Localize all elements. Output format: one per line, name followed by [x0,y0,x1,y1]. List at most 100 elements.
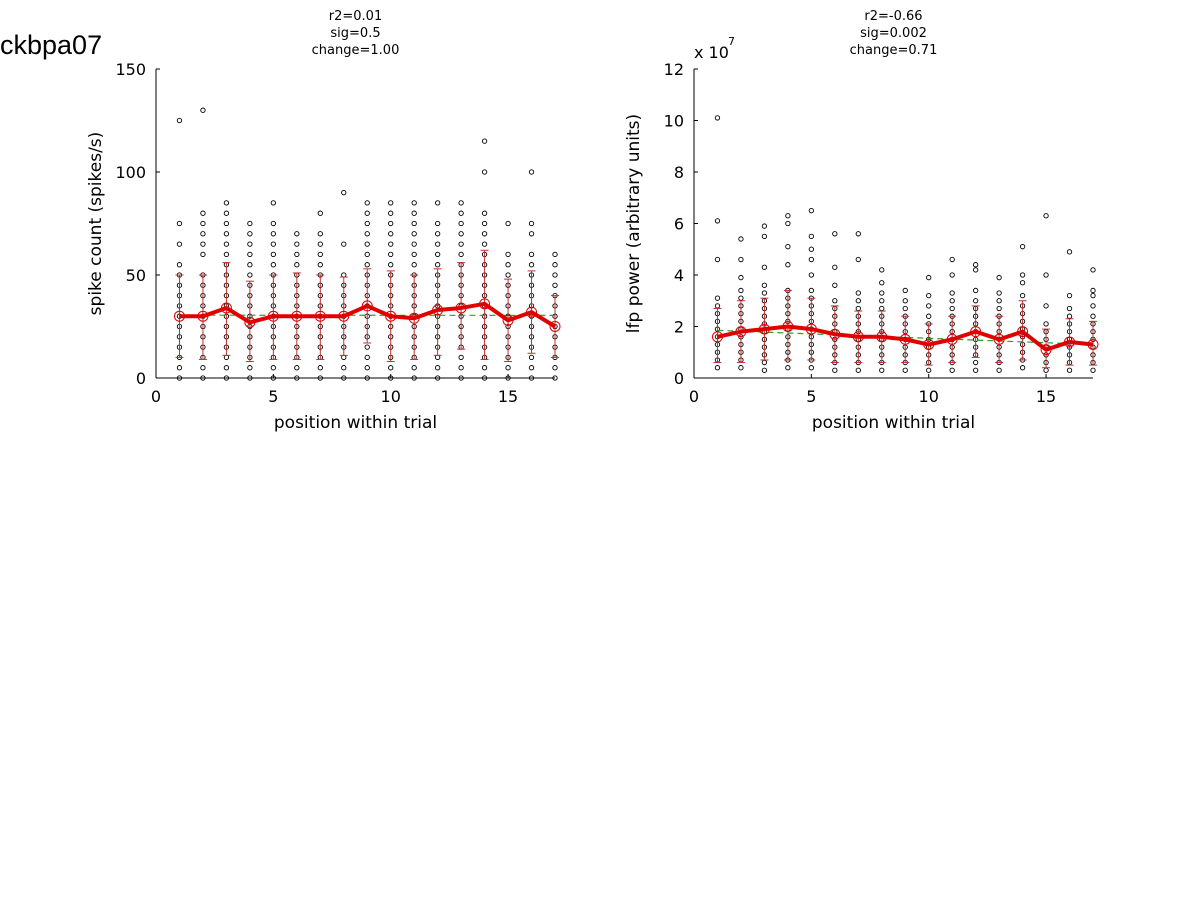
data-point [785,244,791,250]
data-point [528,169,535,175]
data-point [808,256,815,263]
data-point [528,220,535,227]
data-point [341,375,347,381]
x-tick-label: 15 [1036,387,1056,406]
data-point [364,375,370,381]
x-tick-label: 15 [498,387,518,406]
data-point [1066,292,1073,299]
x-tick-label: 10 [919,387,939,406]
data-point [761,290,768,296]
data-point [364,262,370,268]
data-point [317,210,323,216]
data-point [996,290,1002,296]
data-point [176,375,183,381]
data-point [434,200,441,206]
mean-marker [432,304,444,316]
data-point [1019,244,1026,250]
data-point [247,231,253,237]
data-point [714,303,721,309]
data-point [738,256,744,263]
data-point [434,262,441,268]
data-point [411,220,417,227]
x-tick-label: 5 [268,387,278,406]
data-point [411,241,417,247]
data-point [458,375,464,381]
mean-marker [923,339,935,351]
mean-marker [173,310,185,322]
mean-marker [479,298,491,310]
chart-title-line: r2=0.01 [329,9,382,24]
data-point [176,117,183,124]
data-point [879,267,885,273]
data-point [972,267,979,273]
data-point [505,365,511,371]
chart-panel-lfp-power: r2=-0.66 sig=0.002 change=0.71 0 5 10 15 0 2 4 6 8 1… [624,9,1099,433]
data-point [855,305,861,312]
data-point [528,354,535,361]
data-point [388,251,394,258]
data-point [972,298,979,304]
data-point [949,298,955,304]
data-point [317,375,323,381]
chart-title-line: sig=0.5 [330,26,380,41]
data-point [1066,367,1073,373]
data-point [761,233,768,240]
data-point [1043,303,1049,309]
mean-line [717,324,1094,352]
data-point [808,233,815,240]
data-point [294,241,300,247]
data-point [270,241,277,247]
data-point [528,262,535,268]
data-point [458,354,464,361]
mean-marker [526,306,538,318]
data-point [247,220,253,227]
data-point [341,189,347,196]
data-point [411,375,417,381]
data-point [902,298,908,304]
data-point [270,251,277,258]
data-point [364,365,370,371]
data-point [364,241,370,247]
data-point [388,365,394,371]
regression-fit-line [717,329,1094,346]
data-point [926,303,932,309]
data-point [434,231,441,237]
data-point [785,220,791,227]
mean-marker [829,328,841,340]
data-point [481,375,488,381]
data-point [972,359,979,366]
data-point [176,262,183,268]
data-point [1043,367,1049,373]
data-point [926,313,932,319]
data-point [926,367,932,373]
data-point [761,367,768,373]
data-point [411,210,417,216]
data-point [1043,321,1049,327]
data-point [832,367,838,373]
page-title: ckbpa07 [0,30,103,60]
data-point [505,262,511,268]
data-point [317,241,323,247]
data-point [761,359,768,366]
data-point [200,251,206,258]
data-point [552,251,558,258]
data-point [738,274,744,281]
data-point [176,365,183,371]
data-point [902,305,908,312]
data-point [761,264,768,270]
data-point [317,251,323,258]
data-point [1019,292,1026,299]
data-point [761,282,768,288]
data-point [902,287,908,294]
data-point [223,251,230,258]
data-point [294,262,300,268]
chart-title-line: r2=-0.66 [864,9,922,24]
data-point [481,241,488,247]
y-tick-label: 6 [674,215,684,234]
y-tick-label: 0 [136,369,146,388]
mean-marker [361,300,373,312]
chart-title-line: change=0.71 [850,43,938,58]
data-point [808,246,815,252]
y-axis-label: spike count (spikes/s) [86,132,106,316]
